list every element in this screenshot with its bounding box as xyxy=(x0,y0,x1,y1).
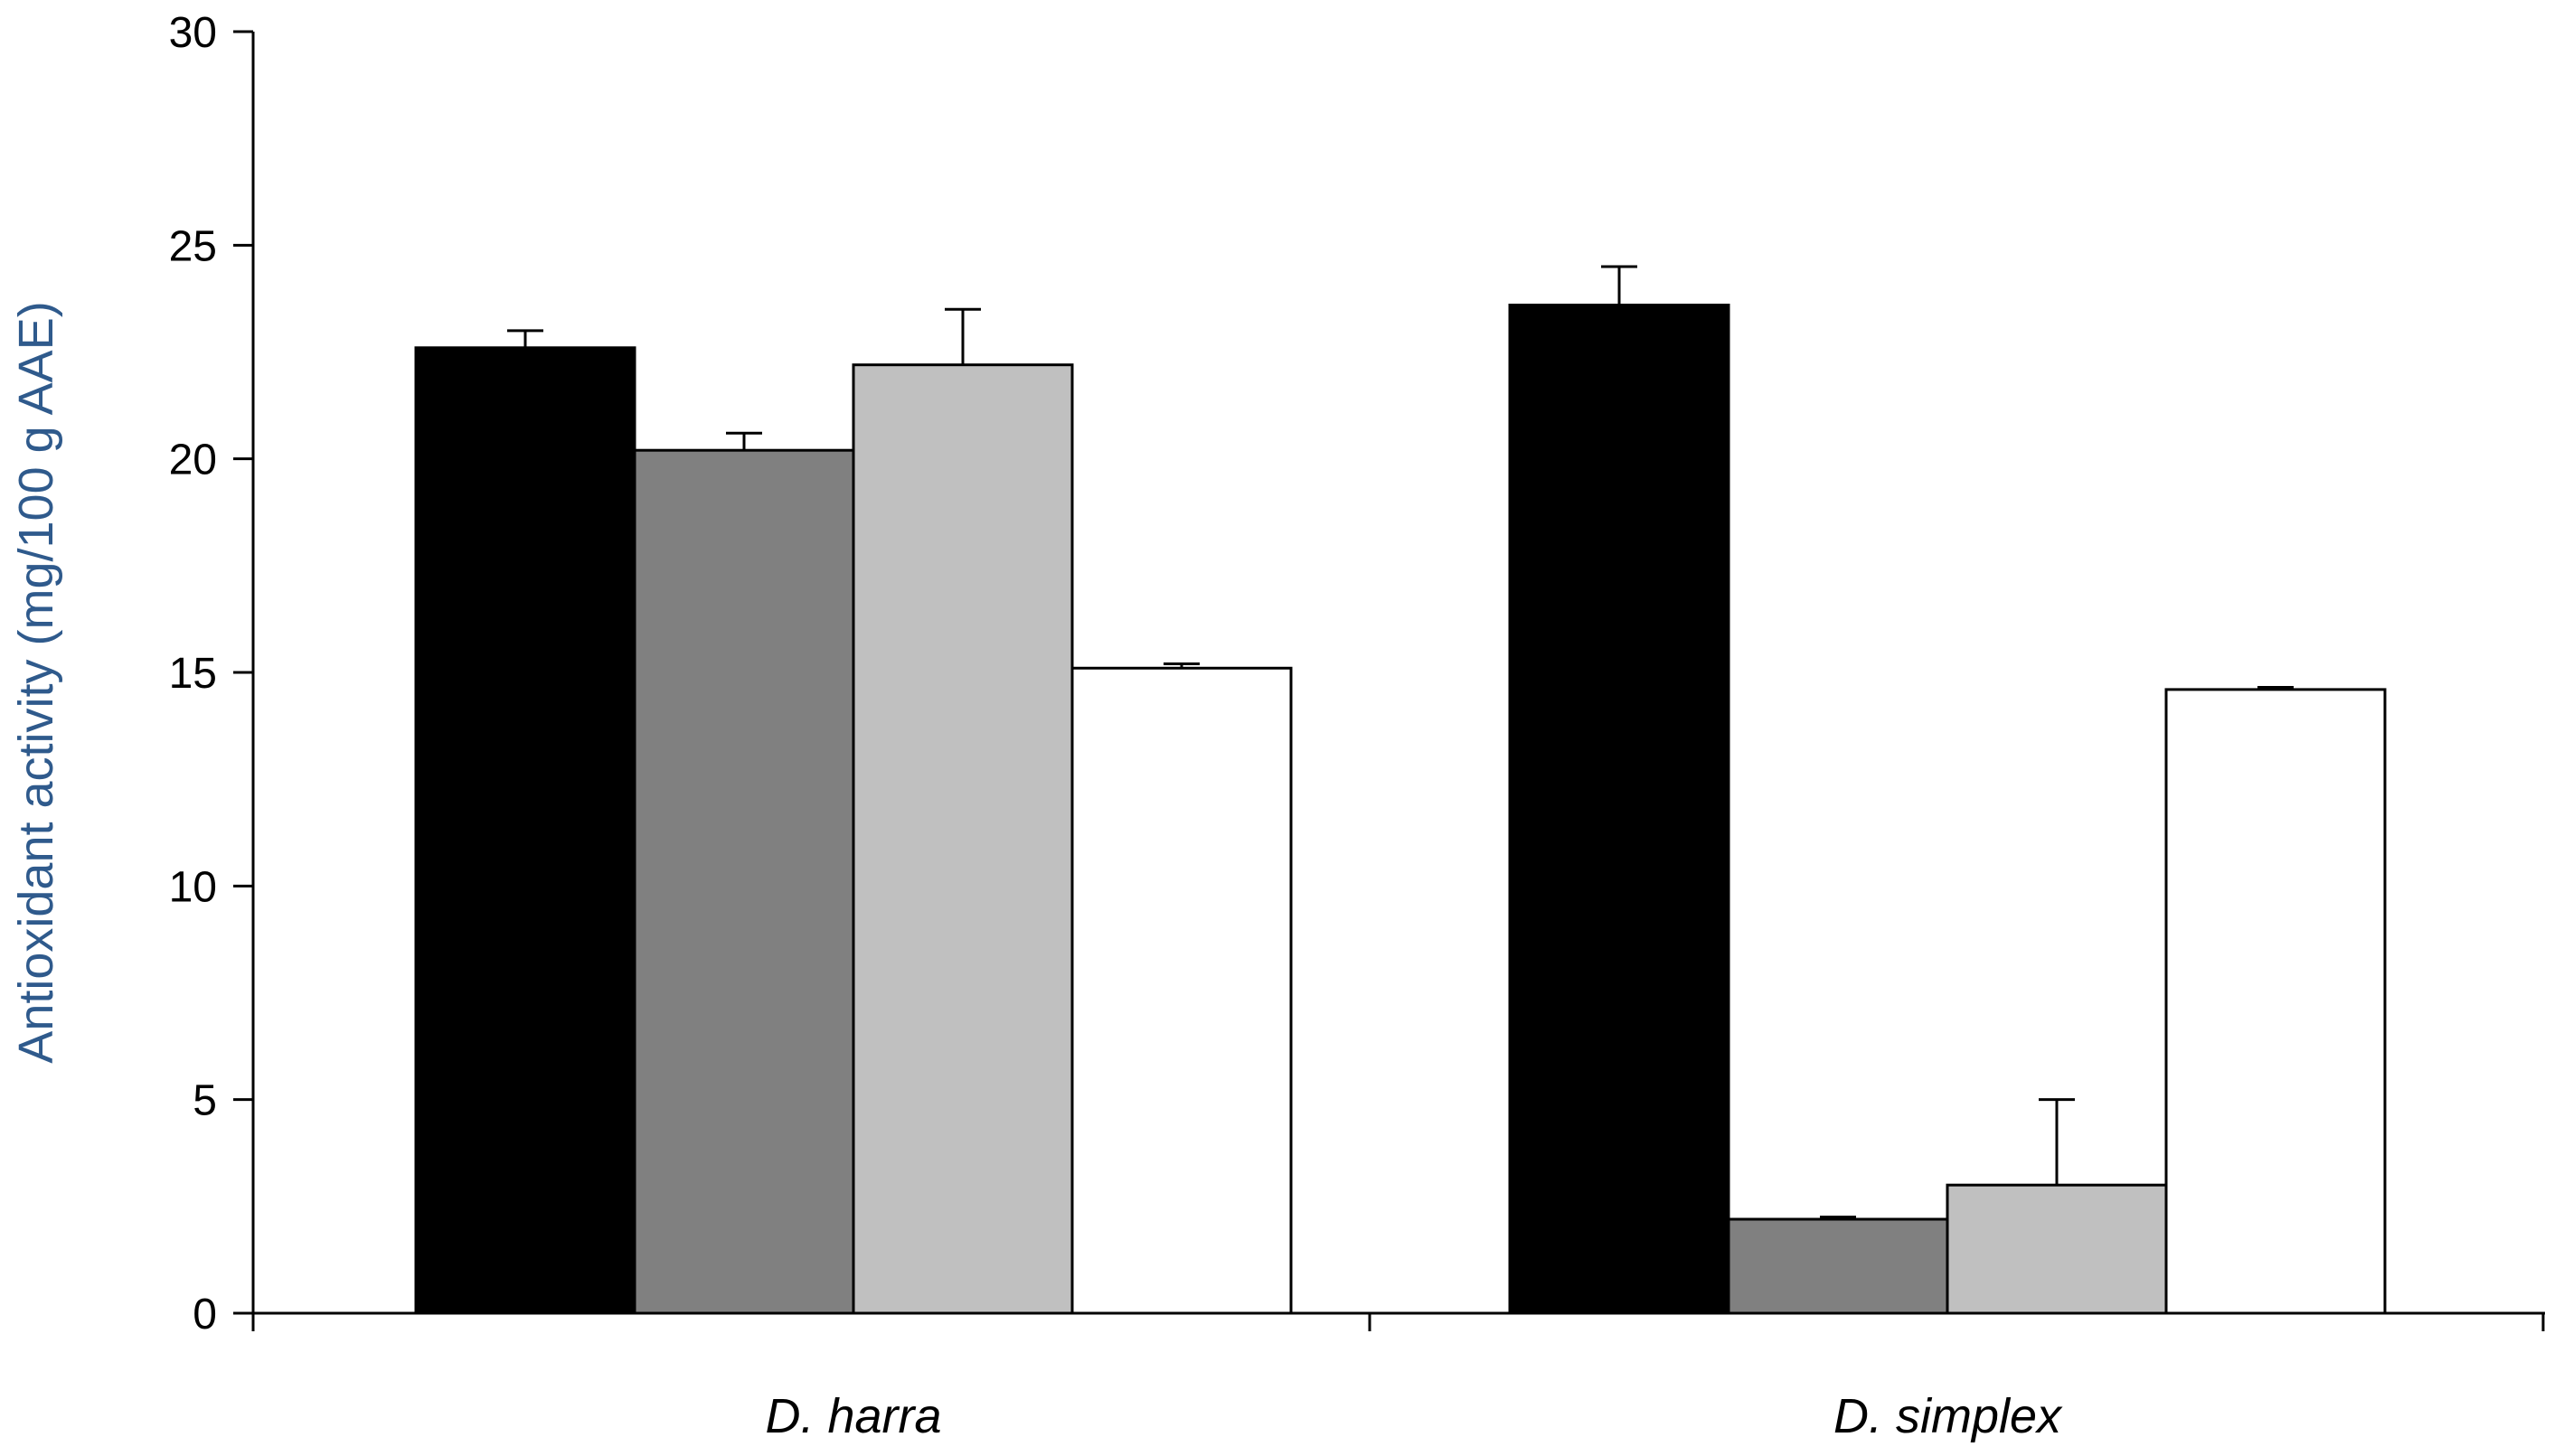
y-tick-label: 20 xyxy=(169,437,217,484)
category-label: D. harra xyxy=(765,1389,941,1443)
y-tick-label: 5 xyxy=(193,1077,217,1125)
y-axis-title: Antioxidant activity (mg/100 g AAE) xyxy=(9,301,63,1063)
bar xyxy=(633,448,855,1315)
category-label: D. simplex xyxy=(1833,1389,2063,1443)
y-tick-label: 30 xyxy=(169,9,217,57)
y-tick-label: 15 xyxy=(169,650,217,698)
y-tick-label: 0 xyxy=(193,1291,217,1339)
bar xyxy=(414,346,636,1315)
bar xyxy=(1508,304,1730,1315)
axes xyxy=(251,32,2545,1331)
error-bars xyxy=(507,265,2294,1220)
bar xyxy=(2164,688,2387,1315)
bar xyxy=(1946,1183,2168,1315)
bar xyxy=(1070,666,1293,1315)
y-axis-title-group: Antioxidant activity (mg/100 g AAE) xyxy=(9,301,63,1063)
bar xyxy=(852,363,1074,1315)
y-tick-label: 25 xyxy=(169,222,217,270)
bar xyxy=(1727,1217,1949,1315)
bars xyxy=(414,304,2387,1315)
y-tick-label: 10 xyxy=(169,863,217,911)
category-labels: D. harra D. simplex xyxy=(765,1389,2063,1443)
y-axis-ticks: 0 5 10 15 20 25 30 xyxy=(169,9,253,1339)
